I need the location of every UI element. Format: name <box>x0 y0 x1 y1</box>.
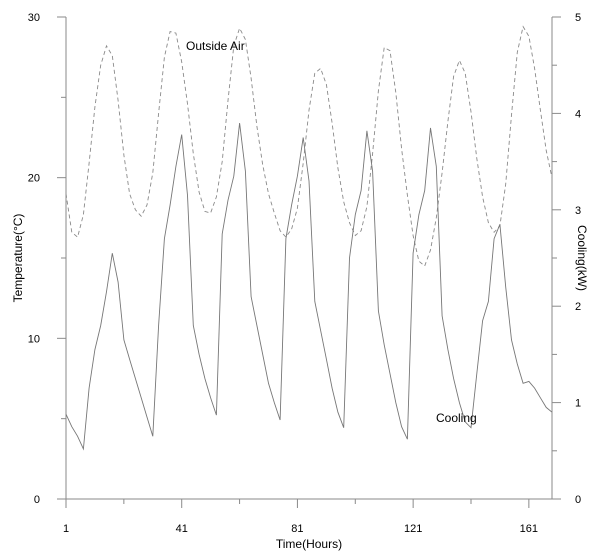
annotation-outside-air: Outside Air <box>186 39 245 53</box>
y-tick-label-right: 5 <box>575 12 581 24</box>
y-axis-title-right: Cooling(kW) <box>575 225 589 291</box>
x-tick-label: 81 <box>291 523 303 535</box>
series-line-outside_air <box>65 25 553 267</box>
series-layer <box>65 25 553 451</box>
x-tick-label: 121 <box>404 523 422 535</box>
labels: Time(Hours) Temperature(°C) Cooling(kW) … <box>11 39 589 551</box>
y-tick-label-right: 0 <box>575 494 581 506</box>
y-tick-label-right: 4 <box>575 108 581 120</box>
y-tick-label-right: 3 <box>575 205 581 217</box>
y-tick-label-left: 0 <box>34 494 40 506</box>
x-axis-title: Time(Hours) <box>276 537 342 551</box>
y-tick-label-right: 2 <box>575 301 581 313</box>
annotation-cooling: Cooling <box>436 411 477 425</box>
x-tick-label: 1 <box>63 523 69 535</box>
y-axis-title-left: Temperature(°C) <box>11 214 25 303</box>
y-tick-label-right: 1 <box>575 398 581 410</box>
y-tick-label-left: 10 <box>28 333 40 345</box>
x-tick-label: 161 <box>520 523 538 535</box>
x-tick-label: 41 <box>176 523 188 535</box>
y-tick-label-left: 20 <box>28 173 40 185</box>
y-tick-label-left: 30 <box>28 12 40 24</box>
axes: 1 41 81 121 161 0 10 20 30 0 1 2 3 4 5 <box>28 12 581 535</box>
series-line-cooling <box>65 122 553 451</box>
